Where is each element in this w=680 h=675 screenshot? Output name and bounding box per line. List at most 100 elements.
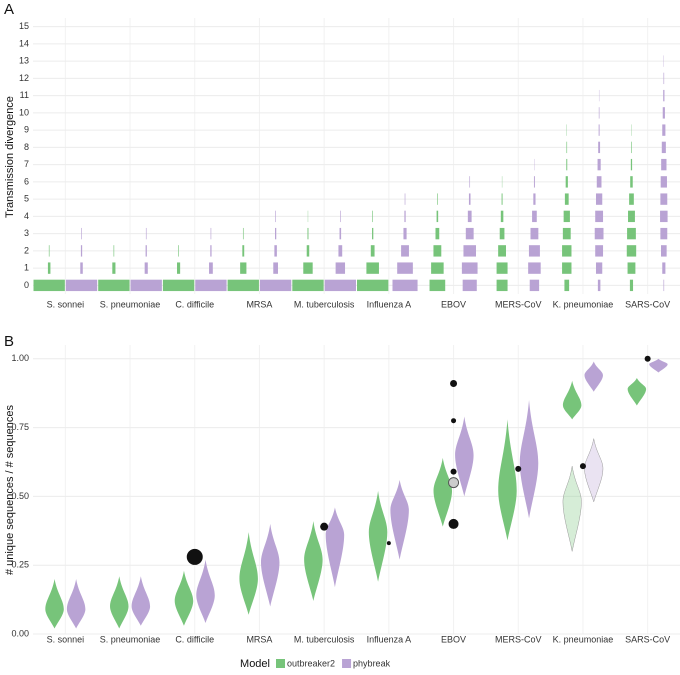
level-bar <box>436 210 439 223</box>
level-bar <box>130 279 162 292</box>
point <box>451 418 457 424</box>
level-bar <box>629 193 634 205</box>
point <box>450 468 457 475</box>
level-bar <box>145 245 147 257</box>
level-bar <box>660 227 668 240</box>
level-bar <box>496 262 508 274</box>
level-bar <box>324 279 356 292</box>
level-bar <box>431 262 444 274</box>
x-tick-label: SARS-CoV <box>625 299 670 309</box>
level-bar <box>461 262 478 274</box>
y-tick-label: 0.50 <box>11 491 29 501</box>
level-bar <box>660 210 668 223</box>
violin <box>390 479 409 560</box>
violin <box>260 523 280 607</box>
x-tick-label: MRSA <box>246 634 272 644</box>
level-bar <box>597 158 601 171</box>
x-tick-label: EBOV <box>441 299 466 309</box>
level-bar <box>563 210 570 223</box>
violin <box>196 559 215 623</box>
x-tick-label: MRSA <box>246 299 272 309</box>
level-bar <box>292 279 324 292</box>
level-bar <box>435 227 440 240</box>
y-tick-label: 3 <box>24 228 29 238</box>
level-bar <box>595 245 604 257</box>
x-tick-label: S. sonnei <box>47 634 85 644</box>
level-bar <box>429 279 446 292</box>
x-tick-label: MERS-CoV <box>495 299 542 309</box>
level-bar <box>630 176 633 188</box>
y-tick-label: 2 <box>24 245 29 255</box>
level-bar <box>663 72 665 85</box>
y-tick-label: 14 <box>19 38 29 48</box>
level-bar <box>595 210 604 223</box>
legend-label: outbreaker2 <box>287 658 335 668</box>
legend-swatch <box>342 659 352 668</box>
level-bar <box>595 193 603 205</box>
level-bar <box>307 227 309 240</box>
y-tick-label: 0.25 <box>11 560 29 570</box>
y-tick-label: 4 <box>24 211 29 221</box>
x-tick-label: S. sonnei <box>47 299 85 309</box>
level-bar <box>370 245 375 257</box>
level-bar <box>162 279 195 292</box>
level-bar <box>339 227 342 240</box>
violin <box>304 521 323 601</box>
legend-swatch <box>276 659 285 668</box>
level-bar <box>259 279 292 292</box>
level-bar <box>433 245 442 257</box>
y-tick-label: 5 <box>24 194 29 204</box>
violin <box>239 532 258 615</box>
violin <box>584 361 603 392</box>
level-bar <box>372 210 373 223</box>
y-tick-label: 1 <box>24 263 29 273</box>
violin <box>325 507 345 588</box>
level-bar <box>242 227 244 240</box>
level-bar <box>33 279 65 292</box>
level-bar <box>630 158 633 171</box>
violin <box>433 457 453 527</box>
level-bar <box>528 262 541 274</box>
level-bar <box>462 279 477 292</box>
level-bar <box>631 141 632 154</box>
level-bar <box>468 193 471 205</box>
level-bar <box>275 210 276 223</box>
level-bar <box>81 227 82 240</box>
level-bar <box>498 245 506 257</box>
level-bar <box>210 245 212 257</box>
level-bar <box>564 193 569 205</box>
y-axis-label: # unique sequences / # sequences <box>4 404 16 575</box>
point <box>644 355 651 362</box>
level-bar <box>209 262 213 274</box>
level-bar <box>47 262 51 274</box>
level-bar <box>403 227 407 240</box>
level-bar <box>303 262 313 274</box>
level-bar <box>463 245 476 257</box>
level-bar <box>467 210 472 223</box>
level-bar <box>404 210 406 223</box>
level-bar <box>533 176 535 188</box>
panel-label: A <box>4 1 14 18</box>
level-bar <box>274 227 277 240</box>
violin <box>66 578 86 629</box>
x-tick-label: Influenza A <box>367 299 412 309</box>
level-bar <box>663 89 665 102</box>
level-bar <box>661 245 667 257</box>
level-bar <box>499 227 505 240</box>
level-bar <box>565 176 568 188</box>
level-bar <box>80 245 83 257</box>
y-tick-label: 9 <box>24 125 29 135</box>
legend-label: phybreak <box>353 658 391 668</box>
level-bar <box>113 245 115 257</box>
violin <box>455 416 474 497</box>
level-bar <box>529 279 540 292</box>
level-bar <box>598 107 600 119</box>
x-tick-label: SARS-CoV <box>625 634 670 644</box>
level-bar <box>562 227 571 240</box>
point <box>320 522 329 531</box>
violin <box>627 378 647 406</box>
level-bar <box>663 279 665 292</box>
level-bar <box>562 262 572 274</box>
panel-label: B <box>4 333 14 350</box>
point <box>450 380 458 388</box>
